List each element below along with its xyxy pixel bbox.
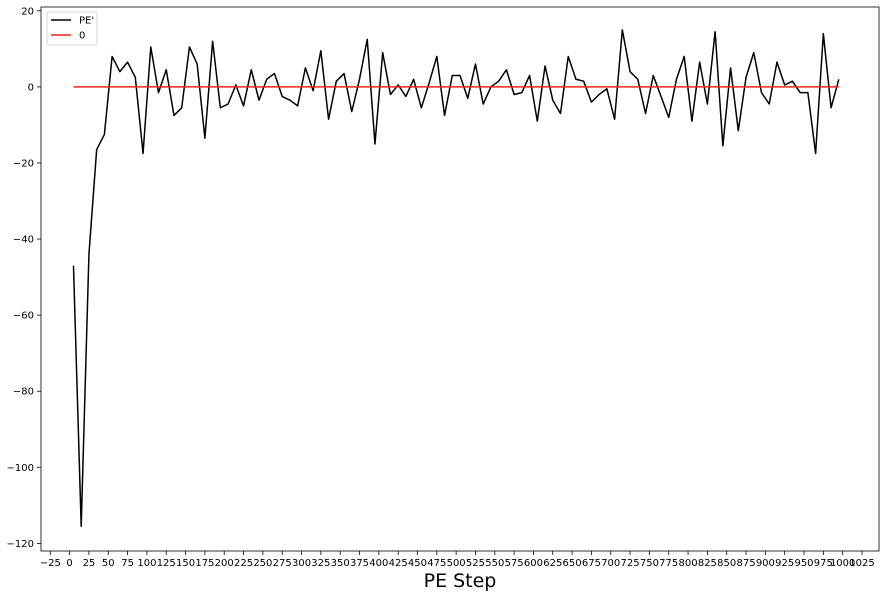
x-tick-label: 500 [447, 558, 466, 569]
x-tick-label: 1025 [849, 558, 874, 569]
x-tick-label: 525 [466, 558, 485, 569]
x-tick-label: 475 [427, 558, 446, 569]
x-tick-label: 275 [273, 558, 292, 569]
x-tick-label: 850 [717, 558, 736, 569]
x-tick-label: 0 [66, 558, 72, 569]
legend-label: PE' [79, 16, 94, 27]
x-tick-label: 325 [311, 558, 330, 569]
x-tick-label: 875 [736, 558, 755, 569]
x-tick-label: 625 [543, 558, 562, 569]
y-tick-label: −40 [13, 235, 34, 246]
x-tick-label: 800 [679, 558, 698, 569]
x-tick-label: 950 [794, 558, 813, 569]
y-tick-label: −100 [7, 463, 34, 474]
x-tick-label: 450 [408, 558, 427, 569]
x-tick-label: 1000 [830, 558, 855, 569]
x-tick-label: 775 [659, 558, 678, 569]
y-tick-label: 0 [28, 82, 34, 93]
x-tick-label: 50 [102, 558, 115, 569]
x-tick-label: 75 [121, 558, 134, 569]
x-tick-label: 125 [157, 558, 176, 569]
x-tick-label: 200 [215, 558, 234, 569]
x-tick-label: 350 [331, 558, 350, 569]
y-tick-label: −80 [13, 387, 34, 398]
x-tick-label: 300 [292, 558, 311, 569]
legend-label: 0 [79, 31, 85, 42]
x-axis: −25 0 25 50 75 100 125 150 175 200 225 250 275 300 325… [40, 551, 875, 569]
x-tick-label: 600 [524, 558, 543, 569]
x-tick-label: 575 [505, 558, 524, 569]
y-axis: 20 0 −20 −40 −60 −80 −100 −120 [7, 6, 41, 550]
series-layer [72, 29, 840, 528]
x-tick-label: 225 [234, 558, 253, 569]
x-tick-label: 900 [756, 558, 775, 569]
plot-area [41, 7, 879, 551]
x-tick-label: 400 [369, 558, 388, 569]
series-line-pe-prime [72, 29, 840, 528]
x-tick-label: −25 [40, 558, 61, 569]
x-tick-label: 375 [350, 558, 369, 569]
x-tick-label: 975 [814, 558, 833, 569]
x-tick-label: 825 [698, 558, 717, 569]
x-tick-label: 150 [176, 558, 195, 569]
x-tick-label: 650 [563, 558, 582, 569]
x-axis-title: PE Step [424, 570, 497, 592]
x-tick-label: 550 [485, 558, 504, 569]
y-tick-label: 20 [21, 6, 34, 17]
x-tick-label: 700 [601, 558, 620, 569]
legend: PE' 0 [46, 11, 98, 46]
x-tick-label: 725 [621, 558, 640, 569]
x-tick-label: 750 [640, 558, 659, 569]
x-tick-label: 175 [195, 558, 214, 569]
x-tick-label: 250 [253, 558, 272, 569]
y-tick-label: −60 [13, 311, 34, 322]
x-tick-label: 425 [389, 558, 408, 569]
x-tick-label: 925 [775, 558, 794, 569]
plot-frame [40, 6, 880, 552]
x-tick-label: 25 [83, 558, 96, 569]
x-tick-label: 100 [137, 558, 156, 569]
y-tick-label: −120 [7, 539, 34, 550]
y-tick-label: −20 [13, 158, 34, 169]
x-tick-label: 675 [582, 558, 601, 569]
